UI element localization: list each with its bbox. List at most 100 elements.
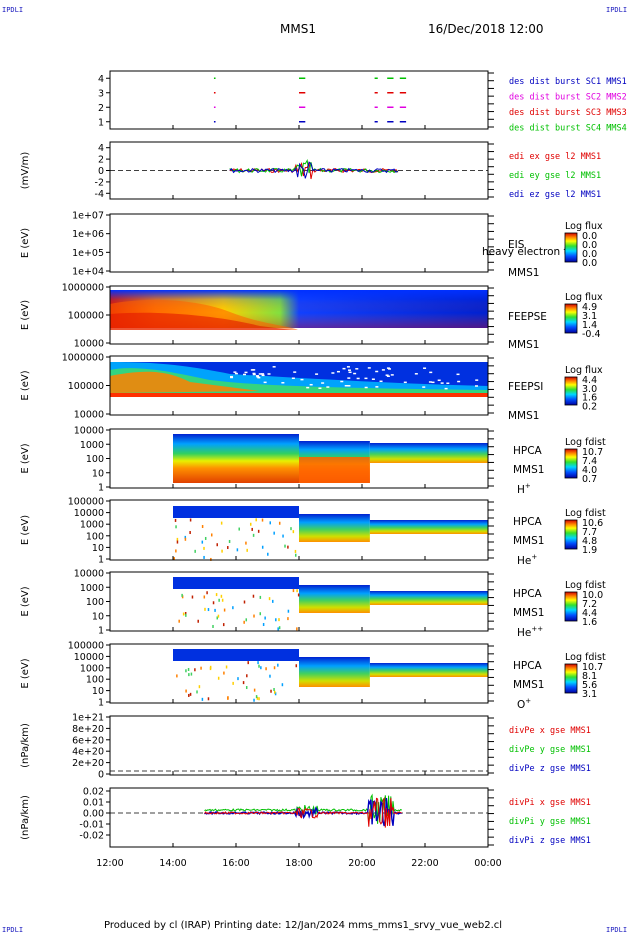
- hpca-speckle: [264, 616, 266, 620]
- hpca-speckle: [272, 599, 274, 603]
- hpca-speckle: [256, 696, 259, 700]
- y-tick-label: 1e+04: [72, 267, 104, 278]
- edi-series-red: [229, 161, 399, 180]
- hpca-speckle: [203, 546, 205, 550]
- colorbar-title: Log flux: [565, 365, 603, 376]
- y-tick-label: 100000: [68, 311, 104, 322]
- hpca-speckle: [278, 626, 281, 630]
- colorbar-tick: 0.0: [582, 231, 597, 242]
- y-tick-label: 1000: [80, 440, 104, 451]
- y-tick-label: 1: [98, 698, 104, 709]
- species-charge: +: [525, 697, 531, 705]
- feepsi-gap: [386, 375, 390, 377]
- y-tick-label: 100000: [68, 497, 104, 508]
- hpca-speckle: [181, 593, 183, 597]
- colorbar: [564, 591, 578, 622]
- hpca-speckle: [253, 698, 255, 702]
- page-datetime: 16/Dec/2018 12:00: [428, 22, 544, 36]
- legend-entry: divPe y gse MMS1: [509, 745, 591, 755]
- species-label: He++: [517, 625, 543, 639]
- feepsi-gap: [347, 377, 351, 379]
- hpca-speckle: [227, 546, 229, 550]
- colorbar-title: Log fdist: [565, 508, 606, 519]
- hpca-h-hot: [299, 457, 370, 483]
- y-tick-label: 10000: [74, 410, 104, 421]
- colorbar-tick: 7.7: [582, 527, 597, 538]
- y-axis-label: E (eV): [20, 658, 31, 688]
- y-axis-label: (mV/m): [20, 152, 31, 190]
- x-tick-label: 12:00: [96, 858, 123, 869]
- y-tick-label: 2e+20: [72, 758, 104, 769]
- hpca-speckle: [204, 607, 206, 611]
- y-tick-label: 1e+21: [72, 713, 104, 724]
- species-label: He+: [517, 553, 537, 567]
- hpca-speckle: [237, 677, 239, 681]
- feepsi-gap: [475, 379, 479, 381]
- feepsi-gap: [371, 378, 375, 380]
- y-tick-label: -0.02: [79, 831, 104, 842]
- hpca-speckle: [243, 620, 245, 624]
- species-label: O+: [517, 697, 531, 711]
- hpca-speckle: [188, 673, 190, 677]
- legend-entry: des dist burst SC2 MMS2: [509, 93, 627, 103]
- feepsi-gap: [331, 372, 335, 374]
- hpca-speckle: [273, 666, 276, 670]
- legend-entry: edi ez gse l2 MMS1: [509, 190, 601, 200]
- feepsi-gap: [263, 381, 267, 384]
- footer-credits: Produced by cl (IRAP) Printing date: 12/…: [104, 920, 503, 931]
- species-label: H+: [517, 482, 531, 496]
- y-tick-label: 2: [98, 103, 104, 114]
- y-tick-label: 1: [98, 555, 104, 566]
- hpca-speckle: [221, 549, 223, 553]
- colorbar-tick: 4.8: [582, 536, 597, 547]
- hpca-speckle: [260, 666, 262, 670]
- colorbar-tick: 1.4: [582, 320, 597, 331]
- colorbar-tick: 3.0: [582, 384, 597, 395]
- y-axis-label: (nPa/km): [20, 723, 31, 768]
- hpca-speckle: [257, 661, 259, 665]
- feepsi-gap: [423, 367, 427, 369]
- hpca-speckle: [189, 692, 192, 696]
- hpca-speckle: [259, 595, 262, 599]
- feepsi-gap: [422, 386, 426, 388]
- hpca-speckle: [253, 614, 255, 618]
- legend-entry: divPe z gse MMS1: [509, 764, 591, 774]
- hpca-speckle: [242, 681, 245, 685]
- x-tick-label: 18:00: [285, 858, 312, 869]
- hpca-speckle: [175, 549, 177, 553]
- feepsi-gap: [387, 368, 391, 370]
- hpca-speckle: [292, 530, 295, 534]
- colorbar-tick: 10.0: [582, 590, 603, 601]
- hpca-speckle: [190, 672, 193, 676]
- feepsi-gap: [230, 376, 234, 379]
- hpca-speckle: [245, 618, 248, 622]
- hpca-speckle: [176, 540, 179, 544]
- colorbar-tick: 0.0: [582, 249, 597, 260]
- hpca-speckle: [261, 545, 264, 549]
- y-tick-label: 0.02: [83, 787, 104, 798]
- feepsi-gap: [306, 386, 310, 389]
- colorbar: [564, 448, 578, 479]
- species-name: O: [517, 699, 525, 711]
- hpca-speckle: [217, 614, 220, 618]
- colorbar-tick: -0.4: [582, 329, 601, 340]
- colorbar-tick: 10.7: [582, 662, 603, 673]
- species-charge: +: [531, 553, 537, 561]
- corner-label-bottom-right: IPDLI: [606, 926, 628, 934]
- feepsi-gap: [347, 385, 351, 387]
- hpca-speckle: [287, 545, 289, 549]
- hpca-speckle: [194, 549, 196, 553]
- panel-frame: [109, 787, 489, 848]
- colorbar: [564, 663, 578, 694]
- feepsi-gap: [414, 373, 418, 375]
- hpca-speckle: [284, 544, 286, 548]
- hpca-speckle: [189, 531, 191, 535]
- feepsi-gap: [379, 380, 383, 383]
- colorbar-title: Log fdist: [565, 437, 606, 448]
- panel-burst: 1 2 3 4 des dist burst SC1 MMS1 des dist burs…: [98, 70, 627, 134]
- panel-divpi: -0.02-0.010.000.010.02 (nPa/km) divPi x gs…: [20, 787, 591, 848]
- feepsi-gap: [291, 377, 295, 379]
- feepsi-gap: [364, 377, 368, 380]
- hpca-speckle: [173, 557, 175, 561]
